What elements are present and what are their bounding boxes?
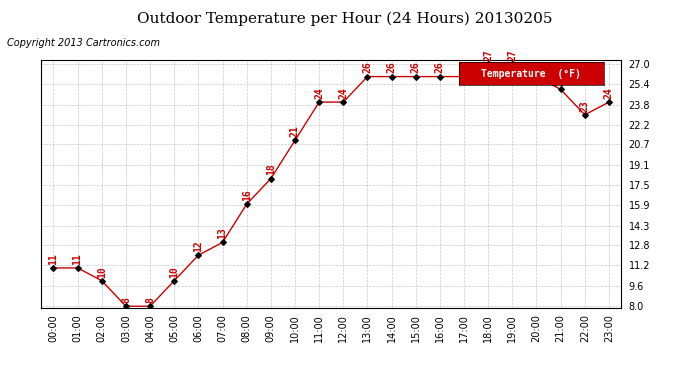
Point	[434, 74, 445, 80]
Point	[386, 74, 397, 80]
Text: 8: 8	[121, 297, 131, 303]
Text: 26: 26	[386, 62, 397, 74]
Text: 26: 26	[411, 62, 421, 74]
Point	[531, 74, 542, 80]
Text: 26: 26	[362, 62, 373, 74]
Text: 21: 21	[290, 125, 300, 137]
Text: 13: 13	[217, 228, 228, 239]
Text: 26: 26	[531, 62, 542, 74]
Text: 10: 10	[169, 266, 179, 278]
Text: 24: 24	[338, 87, 348, 99]
Text: 26: 26	[459, 62, 469, 74]
Point	[265, 176, 276, 181]
Point	[313, 99, 324, 105]
Text: 11: 11	[72, 253, 83, 265]
Text: 10: 10	[97, 266, 107, 278]
Point	[168, 278, 179, 284]
Point	[555, 86, 566, 92]
Text: 11: 11	[48, 253, 59, 265]
Point	[410, 74, 421, 80]
Text: 24: 24	[314, 87, 324, 99]
Text: Outdoor Temperature per Hour (24 Hours) 20130205: Outdoor Temperature per Hour (24 Hours) …	[137, 11, 553, 26]
Point	[48, 265, 59, 271]
Point	[120, 303, 131, 309]
Point	[482, 61, 493, 67]
Text: 12: 12	[193, 240, 204, 252]
Text: 23: 23	[580, 100, 590, 112]
Point	[289, 137, 300, 143]
Text: 24: 24	[604, 87, 614, 99]
Text: 27: 27	[507, 49, 518, 61]
Point	[145, 303, 156, 309]
Point	[241, 201, 252, 207]
Point	[362, 74, 373, 80]
Text: 26: 26	[435, 62, 445, 74]
Point	[579, 112, 590, 118]
Text: 18: 18	[266, 164, 276, 176]
Point	[72, 265, 83, 271]
Text: 8: 8	[145, 297, 155, 303]
Text: Copyright 2013 Cartronics.com: Copyright 2013 Cartronics.com	[7, 38, 160, 48]
Point	[193, 252, 204, 258]
Text: 25: 25	[555, 74, 566, 86]
Text: 27: 27	[483, 49, 493, 61]
Point	[458, 74, 469, 80]
Text: 16: 16	[241, 189, 252, 201]
Point	[217, 239, 228, 245]
Point	[338, 99, 348, 105]
Point	[506, 61, 518, 67]
Point	[96, 278, 107, 284]
Point	[603, 99, 614, 105]
